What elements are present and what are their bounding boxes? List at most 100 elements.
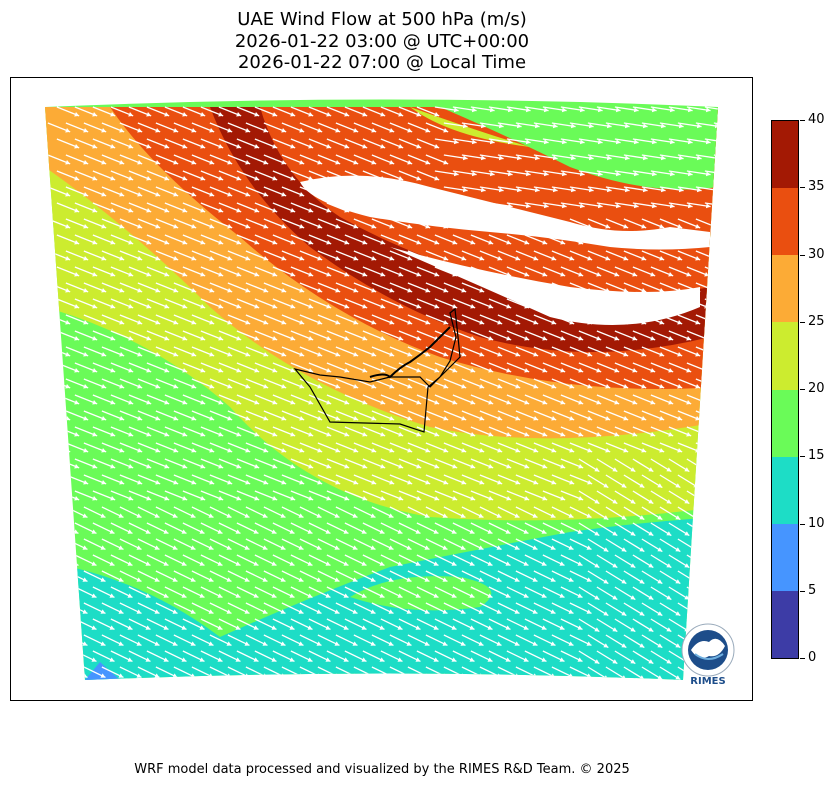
wind-vector-head <box>615 107 621 113</box>
wind-vector-head <box>443 352 449 357</box>
wind-vector-head <box>100 609 106 614</box>
wind-vector-head <box>515 320 521 325</box>
wind-vector-head <box>262 577 268 582</box>
wind-vector-head <box>729 483 734 487</box>
wind-vector-head <box>245 128 251 133</box>
wind-vector-head <box>523 529 529 534</box>
wind-vector-head <box>551 320 557 325</box>
wind-vector-head <box>155 192 161 197</box>
wind-vector-head <box>389 224 395 229</box>
wind-vector-head <box>281 224 287 229</box>
wind-vector-head <box>236 272 242 277</box>
wind-vector-head <box>101 224 107 229</box>
wind-vector-head <box>579 139 585 145</box>
wind-vector-head <box>579 171 585 177</box>
wind-vector-head <box>182 400 188 405</box>
wind-vector-head <box>343 561 349 566</box>
wind-vector-head <box>397 625 403 630</box>
wind-vector-head <box>657 547 663 552</box>
wind-vector-head <box>371 288 377 293</box>
wind-vector <box>695 442 718 453</box>
wind-vector-head <box>181 657 187 662</box>
wind-vector-head <box>603 611 609 616</box>
colorbar <box>771 120 799 659</box>
wind-vector-head <box>208 577 214 582</box>
wind-vector-head <box>487 625 493 630</box>
wind-vector-head <box>109 625 115 630</box>
wind-vector-head <box>217 625 223 630</box>
wind-vector-head <box>711 579 717 584</box>
wind-vector-head <box>145 657 151 662</box>
map-title-line2: 2026-01-22 03:00 @ UTC+00:00 <box>234 31 530 52</box>
wind-vector-head <box>407 480 413 485</box>
logo-text: RIMES <box>690 676 726 687</box>
wind-vector-head <box>353 416 359 421</box>
wind-vector-head <box>245 256 251 261</box>
map-title-line3: 2026-01-22 07:00 @ Local Time <box>237 52 527 73</box>
wind-vector <box>713 570 718 585</box>
wind-vector-head <box>606 123 612 129</box>
wind-vector-head <box>379 657 385 662</box>
wind-vector-head <box>678 123 684 129</box>
wind-vector-head <box>65 224 71 229</box>
wind-vector-head <box>642 155 648 161</box>
wind-vector-head <box>217 561 223 566</box>
wind-vector-head <box>110 144 116 149</box>
wind-vector-head <box>263 288 269 293</box>
wind-vector-head <box>92 336 98 341</box>
wind-vector-head <box>316 641 322 646</box>
wind-vector-head <box>560 464 566 469</box>
wind-vector-head <box>236 240 242 245</box>
wind-vector-head <box>344 400 350 405</box>
wind-vector <box>435 683 457 693</box>
wind-vector-head <box>469 593 475 598</box>
wind-vector-head <box>498 123 504 129</box>
wind-vector-head <box>380 144 386 149</box>
wind-vector-head <box>245 384 251 389</box>
wind-vector-head <box>370 545 376 550</box>
wind-vector-head <box>352 513 358 518</box>
wind-vector <box>561 683 583 693</box>
wind-vector-head <box>253 529 259 534</box>
wind-vector-head <box>119 256 125 261</box>
wind-vector-head <box>317 256 323 261</box>
rimes-logo-icon: RIMES <box>679 620 737 690</box>
wind-vector-head <box>163 689 168 693</box>
wind-vector-head <box>308 144 314 149</box>
wind-vector-head <box>731 416 736 420</box>
wind-vector-head <box>523 561 529 566</box>
wind-vector-head <box>209 256 215 261</box>
wind-vector-head <box>659 448 665 453</box>
wind-vector-head <box>100 641 106 646</box>
wind-vector <box>47 506 70 519</box>
wind-vector-head <box>505 529 511 534</box>
wind-vector-head <box>416 112 422 117</box>
wind-vector-head <box>669 203 675 209</box>
wind-vector-head <box>603 515 609 520</box>
colorbar-tick-label: 25 <box>808 313 825 329</box>
wind-vector-head <box>641 384 647 389</box>
wind-vector-head <box>290 496 296 501</box>
wind-vector-head <box>612 691 617 695</box>
wind-vector-head <box>639 579 645 584</box>
wind-vector <box>309 683 331 693</box>
wind-vector-head <box>263 128 269 133</box>
colorbar-segment-5-10 <box>772 523 798 591</box>
wind-vector-head <box>416 336 422 341</box>
wind-vector-head <box>578 240 584 245</box>
wind-vector-head <box>470 464 476 469</box>
wind-vector-head <box>137 320 143 325</box>
wind-vector-head <box>406 545 412 550</box>
wind-vector-head <box>362 496 368 501</box>
wind-vector-head <box>603 579 609 584</box>
wind-vector-head <box>371 416 377 421</box>
wind-vector-head <box>353 320 359 325</box>
wind-vector-head <box>722 368 727 372</box>
wind-vector-head <box>675 579 681 584</box>
wind-vector-head <box>263 192 269 197</box>
wind-vector-head <box>630 627 636 632</box>
wind-vector-head <box>137 352 143 357</box>
wind-vector-head <box>101 448 107 453</box>
wind-vector-head <box>244 545 250 550</box>
wind-vector-head <box>541 529 547 534</box>
